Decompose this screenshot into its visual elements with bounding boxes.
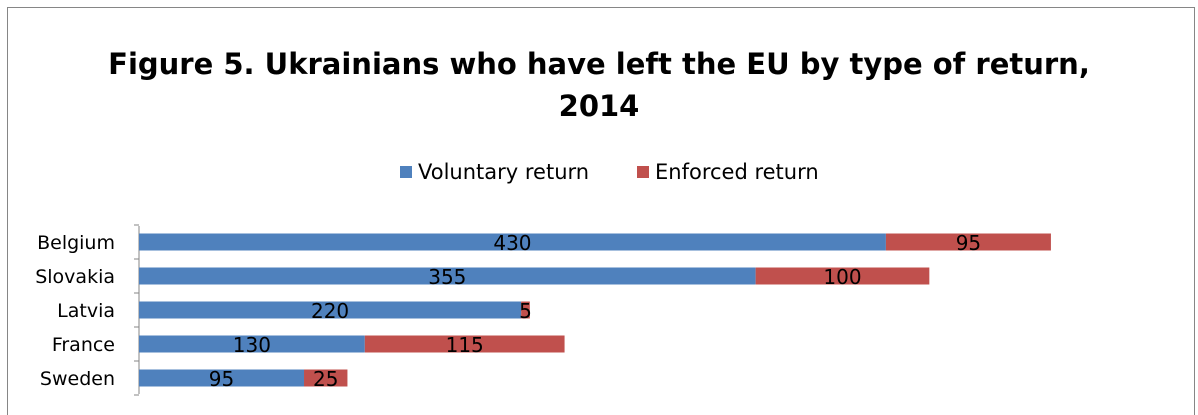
data-label-enforced-france: 115 — [446, 333, 484, 357]
data-label-enforced-slovakia: 100 — [823, 265, 861, 289]
data-label-enforced-latvia: 5 — [519, 299, 532, 323]
bar-voluntary-france — [139, 335, 365, 353]
bar-enforced-sweden — [304, 369, 348, 387]
data-label-voluntary-slovakia: 355 — [428, 265, 466, 289]
data-label-enforced-sweden: 25 — [313, 367, 338, 391]
legend-swatch-voluntary — [400, 166, 412, 178]
chart-frame — [7, 7, 1195, 415]
bar-voluntary-latvia — [139, 301, 522, 319]
legend-label-enforced: Enforced return — [655, 160, 819, 184]
legend: Voluntary return Enforced return — [0, 158, 1198, 186]
legend-label-voluntary: Voluntary return — [418, 160, 590, 184]
bar-voluntary-slovakia — [139, 267, 756, 285]
legend-item-enforced: Enforced return — [637, 158, 819, 186]
data-label-voluntary-france: 130 — [233, 333, 271, 357]
category-label-france: France — [52, 334, 115, 356]
legend-swatch-enforced — [637, 166, 649, 178]
data-label-voluntary-belgium: 430 — [493, 231, 531, 255]
bar-enforced-latvia — [521, 301, 530, 319]
bar-enforced-belgium — [885, 233, 1051, 251]
data-label-enforced-belgium: 95 — [956, 231, 981, 255]
category-label-latvia: Latvia — [57, 300, 115, 322]
category-label-sweden: Sweden — [40, 368, 115, 390]
bar-enforced-france — [364, 335, 565, 353]
legend-item-voluntary: Voluntary return — [400, 158, 589, 186]
chart-title-line-1: Figure 5. Ukrainians who have left the E… — [108, 47, 1090, 81]
bar-voluntary-sweden — [139, 369, 305, 387]
chart-title-line-2: 2014 — [558, 89, 640, 123]
bar-enforced-slovakia — [755, 267, 930, 285]
category-label-belgium: Belgium — [37, 232, 115, 254]
data-label-voluntary-sweden: 95 — [209, 367, 234, 391]
category-label-slovakia: Slovakia — [35, 266, 115, 288]
bar-voluntary-belgium — [139, 233, 886, 251]
data-label-voluntary-latvia: 220 — [311, 299, 349, 323]
